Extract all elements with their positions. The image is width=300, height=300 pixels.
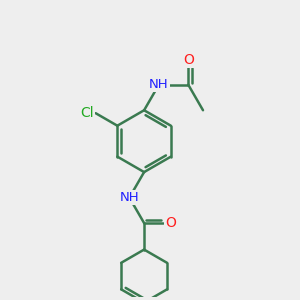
Text: O: O bbox=[183, 53, 194, 67]
Text: O: O bbox=[165, 216, 176, 230]
Text: NH: NH bbox=[149, 78, 169, 91]
Text: Cl: Cl bbox=[81, 106, 94, 120]
Text: NH: NH bbox=[120, 191, 139, 204]
